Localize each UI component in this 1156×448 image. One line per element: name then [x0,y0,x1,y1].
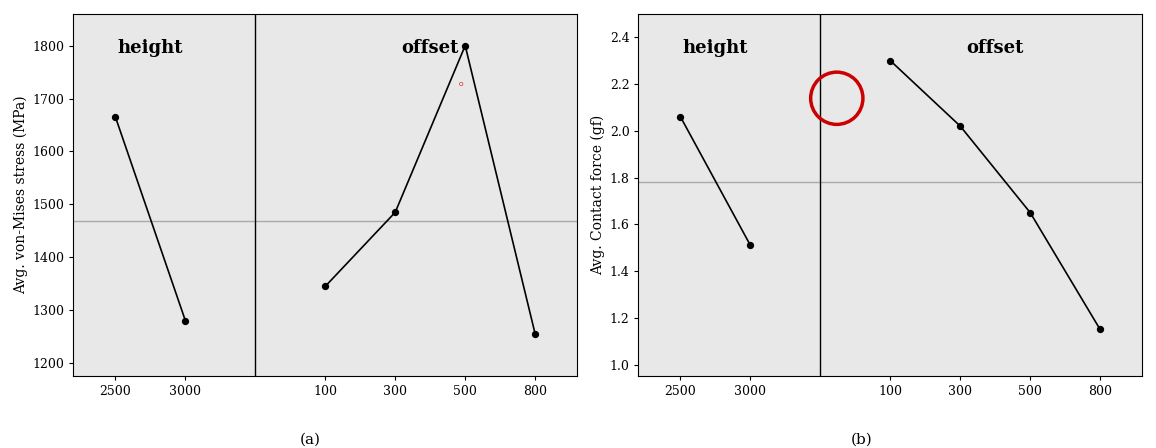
Point [526,330,544,337]
Point [672,113,690,121]
Point [741,242,759,249]
Text: height: height [118,39,183,57]
Text: height: height [683,39,748,57]
Point [176,317,194,324]
Y-axis label: Avg. von-Mises stress (MPa): Avg. von-Mises stress (MPa) [14,96,28,294]
Text: (a): (a) [299,432,320,447]
Point [1021,209,1039,216]
Point [106,113,125,121]
Y-axis label: Avg. Contact force (gf): Avg. Contact force (gf) [591,115,606,275]
Point [455,42,474,49]
Text: offset: offset [401,39,459,57]
Point [386,209,405,216]
Text: offset: offset [966,39,1024,57]
Point [1091,326,1110,333]
Point [316,283,334,290]
Point [951,122,970,129]
Text: (b): (b) [851,432,872,447]
Point [881,57,899,64]
